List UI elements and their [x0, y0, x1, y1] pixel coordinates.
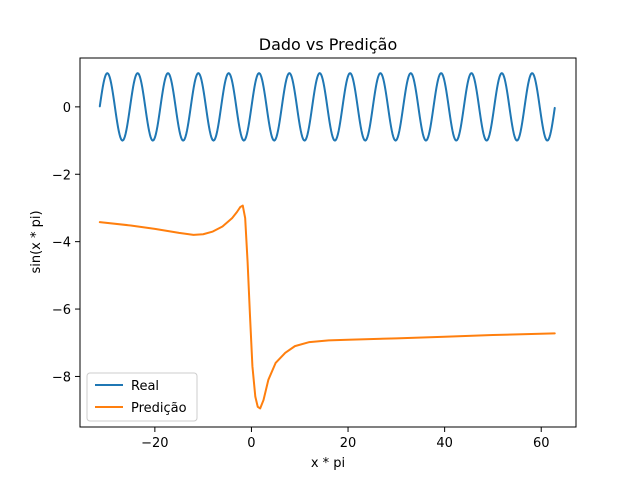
x-tick-label: 20: [340, 436, 357, 451]
y-tick-label: −4: [52, 236, 71, 251]
plot-area: [98, 72, 556, 410]
series-line-predicao: [98, 204, 556, 410]
series-line-real: [98, 72, 556, 142]
y-axis-label: sin(x * pi): [29, 210, 44, 273]
x-axis-label: x * pi: [311, 456, 345, 471]
axes-frame: [79, 57, 577, 428]
y-tick-label: −8: [52, 370, 71, 385]
y-tick-label: −2: [52, 168, 71, 183]
legend: Real Predição: [86, 372, 198, 422]
x-tick-label: 40: [436, 436, 453, 451]
y-tick-label: 0: [63, 101, 71, 116]
x-tick-label: 60: [533, 436, 550, 451]
x-axis: −20 0 20 40 60: [141, 427, 550, 451]
chart-title: Dado vs Predição: [259, 35, 397, 54]
legend-label-real: Real: [131, 379, 159, 394]
x-tick-label: −20: [141, 436, 168, 451]
x-tick-label: 0: [247, 436, 255, 451]
legend-label-predicao: Predição: [131, 401, 187, 416]
y-tick-label: −6: [52, 303, 71, 318]
y-axis: −8 −6 −4 −2 0: [52, 101, 80, 385]
